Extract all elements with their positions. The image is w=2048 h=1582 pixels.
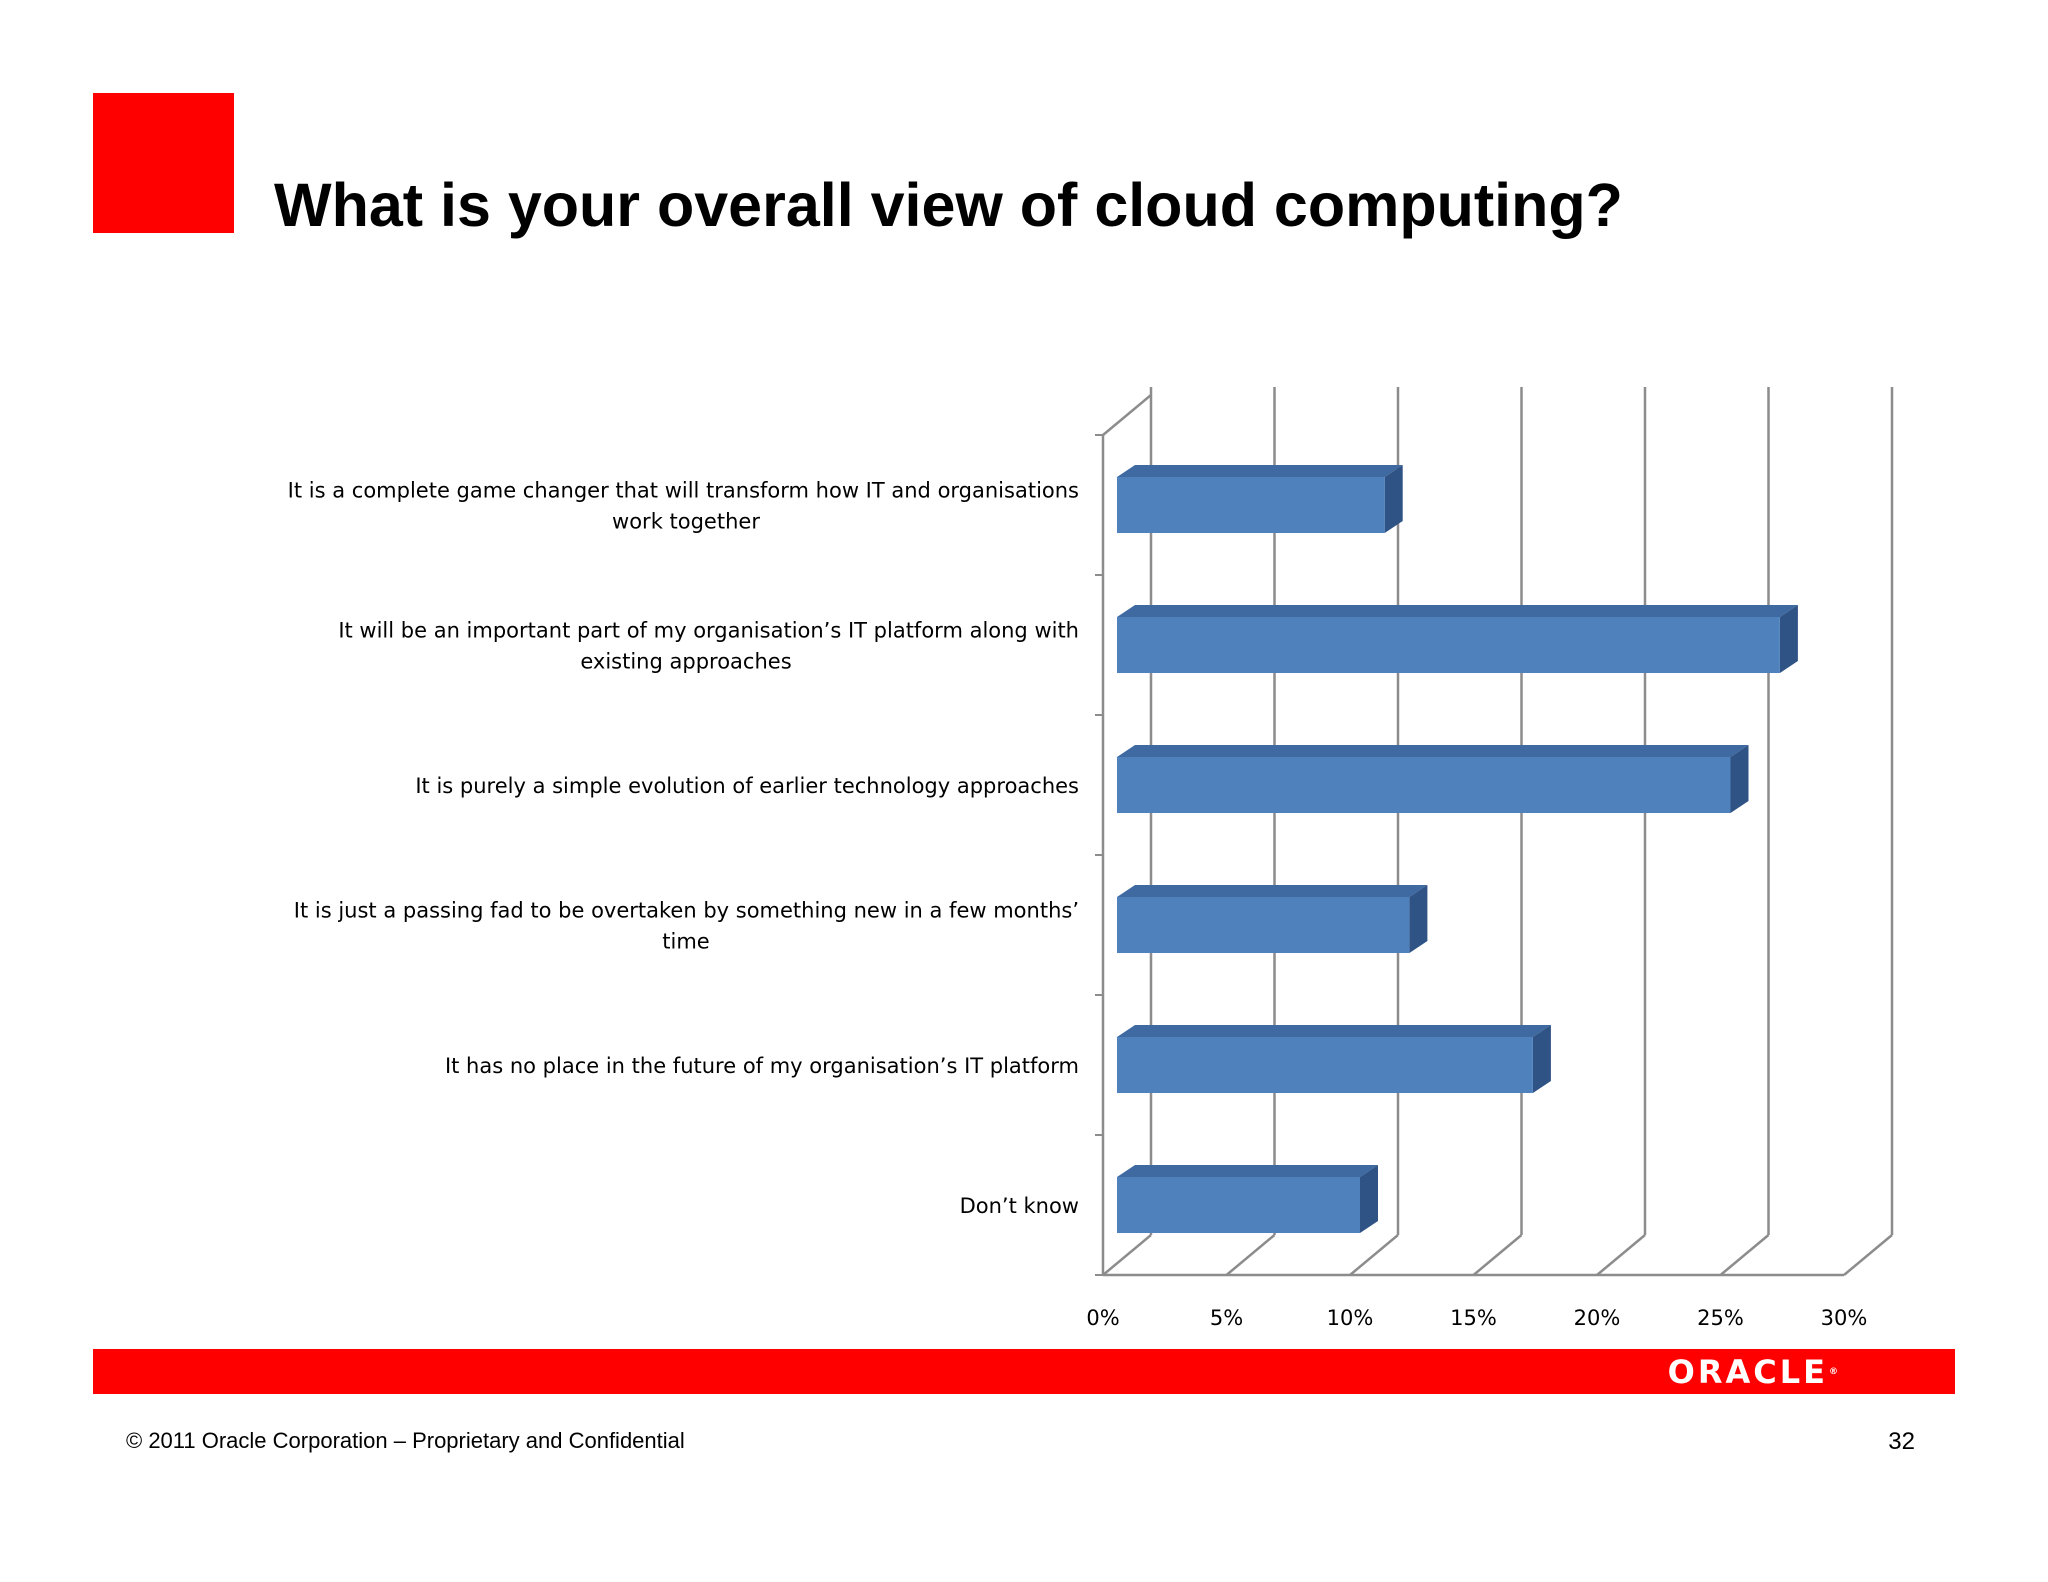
registered-mark: ® <box>1829 1367 1838 1377</box>
bar-side-face <box>1779 605 1798 673</box>
footer-bar <box>93 1349 1955 1394</box>
category-label: It is a complete game changer that will … <box>288 479 1079 503</box>
floor-gridline <box>1349 1234 1399 1276</box>
bar-top-face <box>1117 885 1428 897</box>
bar <box>1117 477 1385 533</box>
bar-top-face <box>1117 605 1798 617</box>
category-label: It will be an important part of my organ… <box>338 619 1079 643</box>
bar-side-face <box>1532 1025 1551 1093</box>
floor-gridline <box>1225 1234 1276 1276</box>
x-tick-label: 30% <box>1821 1306 1868 1330</box>
oracle-logo-text: ORACLE <box>1667 1353 1828 1391</box>
bar-side-face <box>1384 465 1403 533</box>
bar <box>1117 1177 1360 1233</box>
x-tick-label: 5% <box>1210 1306 1243 1330</box>
bar-top-face <box>1117 1025 1551 1037</box>
page-number: 32 <box>1888 1428 1915 1455</box>
bar <box>1117 617 1780 673</box>
chart-x-tick-labels: 0% 5% 10% 15% 20% 25% 30% <box>1086 1306 1867 1330</box>
bar <box>1117 897 1410 953</box>
bar <box>1117 1037 1533 1093</box>
x-tick-label: 25% <box>1697 1306 1744 1330</box>
category-label: existing approaches <box>580 650 791 674</box>
floor-gridline <box>1102 1234 1152 1276</box>
oracle-logo: ORACLE® <box>1668 1352 1838 1392</box>
chart-category-labels: It is a complete game changer that will … <box>288 479 1079 1219</box>
slide-title: What is your overall view of cloud compu… <box>274 171 1623 239</box>
bar-side-face <box>1730 745 1749 813</box>
category-label: It has no place in the future of my orga… <box>445 1054 1079 1078</box>
category-label: It is purely a simple evolution of earli… <box>415 774 1079 798</box>
category-label: It is just a passing fad to be overtaken… <box>294 899 1079 923</box>
floor-gridline <box>1843 1234 1893 1276</box>
bar-side-face <box>1409 885 1428 953</box>
side-wall-edge <box>1102 394 1152 436</box>
bar-side-face <box>1360 1165 1378 1233</box>
bar-top-face <box>1117 1165 1378 1177</box>
floor-gridline <box>1719 1234 1770 1276</box>
floor-gridline <box>1596 1234 1646 1276</box>
bar-top-face <box>1117 465 1403 477</box>
bar <box>1117 757 1731 813</box>
category-label: work together <box>612 510 760 534</box>
x-tick-label: 0% <box>1086 1306 1119 1330</box>
x-tick-label: 10% <box>1327 1306 1374 1330</box>
floor-gridline <box>1472 1234 1523 1276</box>
category-label: time <box>662 930 709 954</box>
chart-bars <box>1117 465 1798 1233</box>
bar-top-face <box>1117 745 1749 757</box>
x-tick-label: 15% <box>1450 1306 1497 1330</box>
copyright-notice: © 2011 Oracle Corporation – Proprietary … <box>126 1428 685 1453</box>
category-label: Don’t know <box>960 1194 1079 1218</box>
x-tick-label: 20% <box>1574 1306 1621 1330</box>
red-accent-square <box>93 93 234 233</box>
